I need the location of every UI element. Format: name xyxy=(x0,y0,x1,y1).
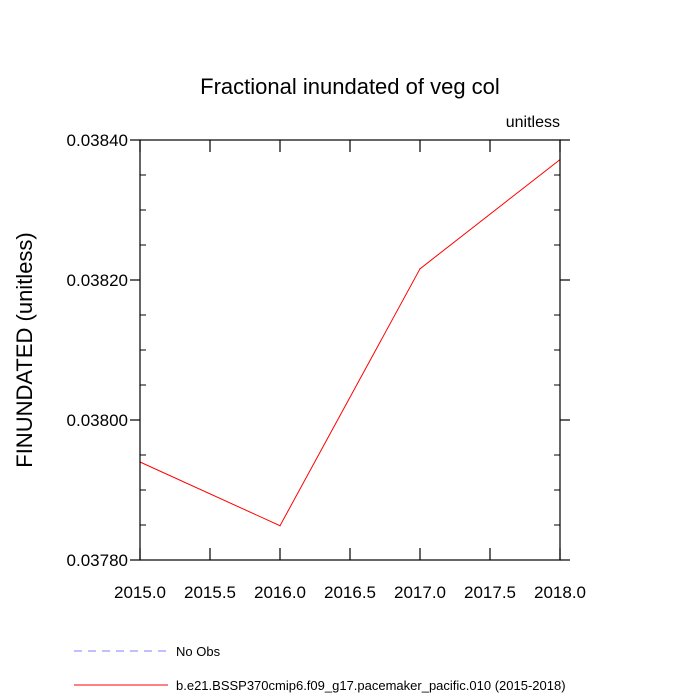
y-tick-label: 0.03820 xyxy=(67,271,128,290)
y-tick-label: 0.03780 xyxy=(67,551,128,570)
plot-frame xyxy=(139,139,561,561)
y-axis-label: FINUNDATED (unitless) xyxy=(12,232,37,468)
y-tick-label: 0.03800 xyxy=(67,411,128,430)
x-tick-label: 2016.5 xyxy=(324,583,376,602)
data-point xyxy=(419,268,421,270)
legend-label: b.e21.BSSP370cmip6.f09_g17.pacemaker_pac… xyxy=(176,678,566,693)
legend: No Obs b.e21.BSSP370cmip6.f09_g17.pacemak… xyxy=(74,644,566,693)
x-tick-labels: 2015.0 2015.5 2016.0 2016.5 2017.0 2017.5 2018… xyxy=(114,583,586,602)
x-tick-label: 2017.0 xyxy=(394,583,446,602)
series-line xyxy=(139,159,561,527)
chart-title: Fractional inundated of veg col xyxy=(200,74,500,99)
x-tick-label: 2016.0 xyxy=(254,583,306,602)
data-point xyxy=(279,525,281,527)
x-tick-label: 2017.5 xyxy=(464,583,516,602)
x-tick-label: 2015.0 xyxy=(114,583,166,602)
legend-label: No Obs xyxy=(176,644,221,659)
series-layer xyxy=(139,159,561,527)
x-tick-label: 2018.0 xyxy=(534,583,586,602)
y-tick-labels: 0.03780 0.03800 0.03820 0.03840 xyxy=(67,131,128,570)
y-tick-label: 0.03840 xyxy=(67,131,128,150)
x-tick-label: 2015.5 xyxy=(184,583,236,602)
units-label: unitless xyxy=(506,114,560,131)
